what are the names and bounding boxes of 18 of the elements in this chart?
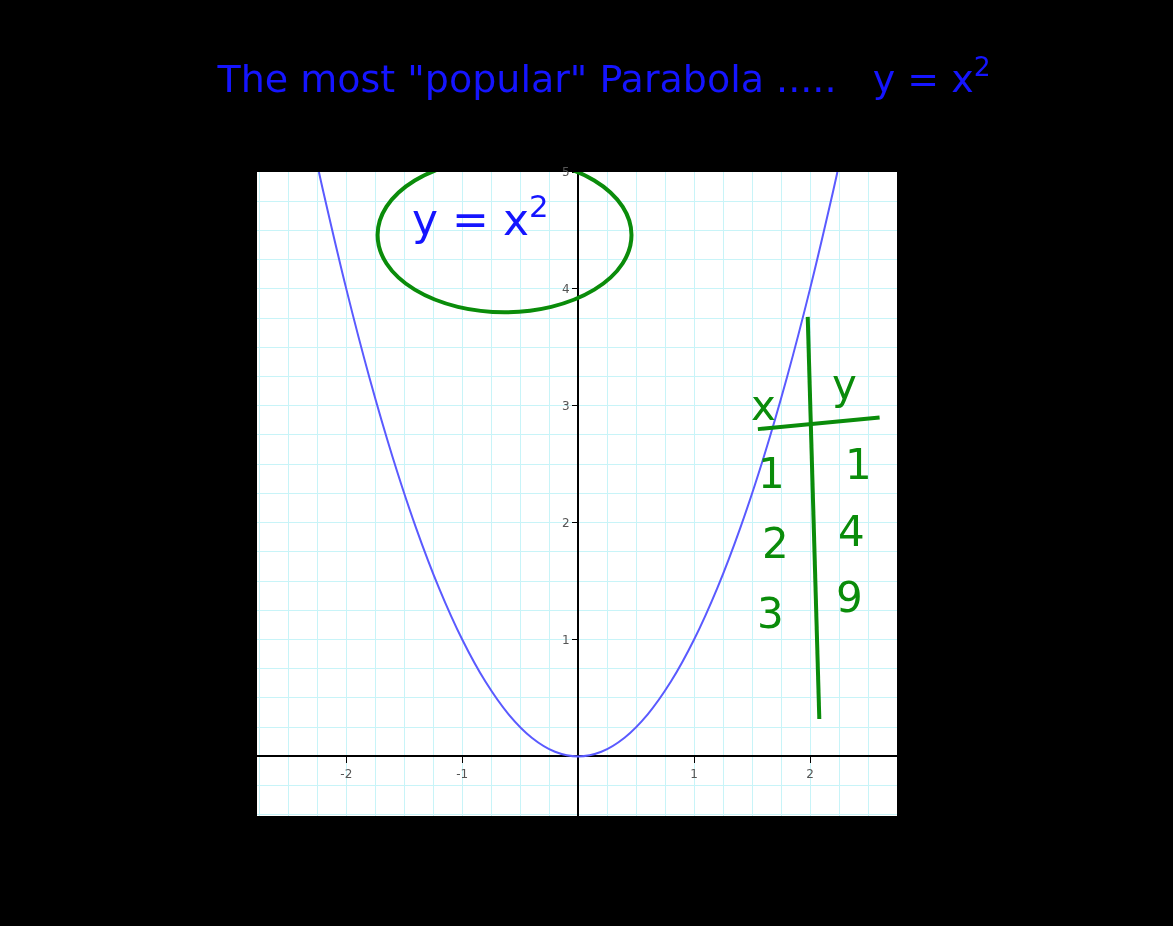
annotation: 4 xyxy=(838,507,865,556)
x-tick-label: -2 xyxy=(340,766,353,781)
annotation: 9 xyxy=(836,573,863,622)
annotation: 2 xyxy=(762,519,789,568)
annotation: 3 xyxy=(757,589,784,638)
x-tick-label: 2 xyxy=(806,766,814,781)
y-tick-label: 2 xyxy=(562,515,570,530)
chart-title: The most "popular" Parabola ..... y = x$^{2}$ xyxy=(216,51,991,102)
y-tick-label: 3 xyxy=(562,398,570,413)
x-tick-label: -1 xyxy=(456,766,469,781)
annotation: x xyxy=(751,381,776,430)
annotation: y xyxy=(832,360,857,409)
y-tick-label: 1 xyxy=(562,632,570,647)
x-tick-label: 1 xyxy=(690,766,698,781)
annotation: y = x$^{2}$ xyxy=(412,188,549,246)
annotation: 1 xyxy=(845,440,872,489)
y-tick-label: 4 xyxy=(562,282,570,297)
annotation: 1 xyxy=(758,449,785,498)
